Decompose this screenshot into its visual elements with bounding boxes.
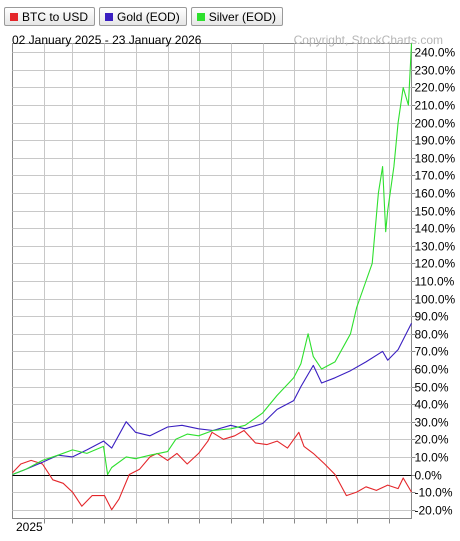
y-axis-ticks: -20.0% -10.0% 0.0% 10.0% 20.0% 30.0% 40.0% 50.0… bbox=[411, 46, 456, 518]
y-tick-label: 0.0% bbox=[415, 469, 443, 483]
y-tick-label: 110.0% bbox=[415, 275, 455, 289]
legend: BTC to USD Gold (EOD) Silver (EOD) bbox=[4, 7, 284, 26]
btc-swatch-icon bbox=[10, 12, 18, 21]
y-tick-label: 200.0% bbox=[415, 117, 456, 131]
y-tick-label: 90.0% bbox=[415, 310, 449, 324]
series-line-btc-to-usd bbox=[12, 429, 412, 511]
y-tick-label: 60.0% bbox=[415, 363, 449, 377]
y-tick-label: 70.0% bbox=[415, 345, 449, 359]
y-tick-label: 140.0% bbox=[415, 222, 456, 236]
y-tick-label: -20.0% bbox=[415, 504, 453, 518]
y-tick-label: 210.0% bbox=[415, 99, 456, 113]
series-layer bbox=[12, 43, 413, 511]
y-tick-label: 80.0% bbox=[415, 328, 449, 342]
legend-silver-button[interactable]: Silver (EOD) bbox=[190, 7, 284, 26]
y-tick-label: 150.0% bbox=[415, 205, 456, 219]
series-line-silver-eod bbox=[12, 43, 413, 476]
y-tick-label: 30.0% bbox=[415, 416, 449, 430]
legend-silver-label: Silver (EOD) bbox=[208, 9, 277, 24]
y-tick-label: 190.0% bbox=[415, 134, 456, 148]
y-tick-label: 40.0% bbox=[415, 398, 449, 412]
y-tick-label: 130.0% bbox=[415, 240, 456, 254]
gold-swatch-icon bbox=[105, 12, 114, 21]
y-tick-label: -10.0% bbox=[415, 486, 453, 500]
y-tick-label: 50.0% bbox=[415, 381, 449, 395]
y-tick-label: 170.0% bbox=[415, 169, 456, 183]
y-tick-label: 230.0% bbox=[415, 64, 456, 78]
y-tick-label: 240.0% bbox=[415, 46, 456, 60]
y-tick-label: 180.0% bbox=[415, 152, 456, 166]
legend-btc-button[interactable]: BTC to USD bbox=[4, 7, 96, 26]
x-axis-year-label: 2025 bbox=[16, 520, 43, 534]
copyright-notice: Copyright, StockCharts.com bbox=[293, 33, 443, 47]
y-tick-label: 20.0% bbox=[415, 433, 449, 447]
series-line-gold-eod bbox=[12, 322, 412, 476]
y-tick-label: 10.0% bbox=[415, 451, 449, 465]
date-range: 02 January 2025 - 23 January 2026 bbox=[12, 33, 202, 47]
y-tick-label: 160.0% bbox=[415, 187, 456, 201]
legend-gold-button[interactable]: Gold (EOD) bbox=[99, 7, 187, 26]
y-tick-label: 100.0% bbox=[415, 293, 456, 307]
legend-gold-label: Gold (EOD) bbox=[117, 9, 180, 24]
y-tick-label: 220.0% bbox=[415, 81, 456, 95]
silver-swatch-icon bbox=[196, 12, 205, 21]
legend-btc-label: BTC to USD bbox=[22, 9, 89, 24]
y-tick-label: 120.0% bbox=[415, 257, 456, 271]
